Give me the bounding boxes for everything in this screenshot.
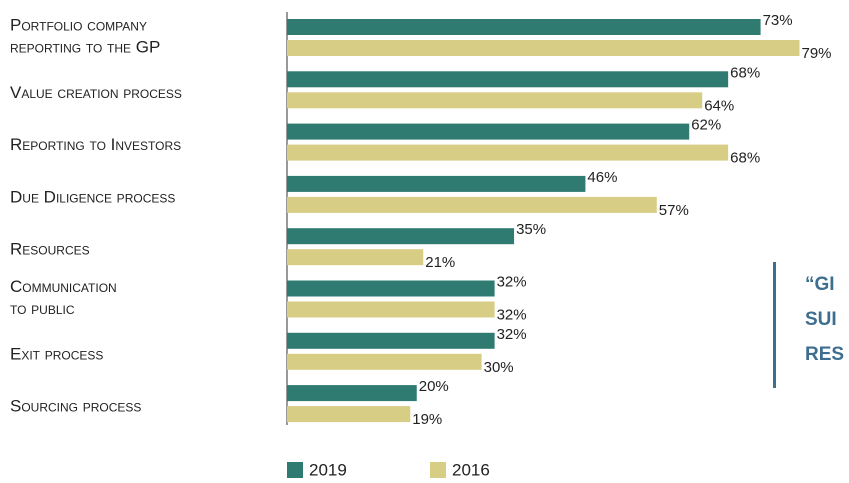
value-label: 20%	[419, 378, 449, 395]
value-label: 73%	[763, 12, 793, 29]
value-label: 35%	[516, 221, 546, 238]
annotation-text: RES	[805, 344, 844, 365]
bar	[287, 123, 690, 140]
value-label: 30%	[484, 359, 514, 376]
category-label: Sourcing process	[10, 397, 141, 416]
legend-swatch	[430, 462, 446, 478]
bar	[287, 92, 703, 109]
value-label: 64%	[704, 97, 734, 114]
value-label: 68%	[730, 150, 760, 167]
bar	[287, 249, 424, 266]
category-label: Resources	[10, 240, 90, 259]
value-label: 21%	[425, 254, 455, 271]
value-label: 32%	[497, 326, 527, 343]
bar	[287, 144, 729, 161]
bar	[287, 406, 411, 423]
bar	[287, 301, 495, 318]
category-label: Reporting to Investors	[10, 135, 181, 154]
category-label: Communication	[10, 277, 117, 296]
bar	[287, 40, 800, 56]
value-label: 68%	[730, 64, 760, 81]
bar	[287, 332, 495, 349]
bar	[287, 280, 495, 297]
annotation-text: SUI	[805, 309, 837, 330]
annotation-bar	[773, 262, 776, 388]
bar	[287, 353, 482, 370]
value-label: 62%	[691, 117, 721, 134]
bar	[287, 228, 515, 245]
bar	[287, 385, 417, 402]
value-label: 79%	[802, 45, 832, 62]
legend-label: 2016	[452, 460, 490, 479]
bar	[287, 175, 586, 192]
value-label: 46%	[587, 169, 617, 186]
legend-label: 2019	[309, 460, 347, 479]
category-label: Portfolio company	[10, 15, 147, 34]
category-label: Value creation process	[10, 83, 182, 102]
value-label: 57%	[659, 202, 689, 219]
value-label: 19%	[412, 411, 442, 428]
category-label: to public	[10, 299, 75, 318]
category-label: Due Diligence process	[10, 187, 175, 206]
category-label: reporting to the GP	[10, 37, 160, 56]
legend-swatch	[287, 462, 303, 478]
bar	[287, 196, 657, 213]
value-label: 32%	[497, 273, 527, 290]
annotation-text: “GI	[805, 274, 835, 295]
category-label: Exit process	[10, 344, 103, 363]
bar	[287, 19, 761, 35]
bar	[287, 71, 729, 88]
value-label: 32%	[497, 306, 527, 323]
